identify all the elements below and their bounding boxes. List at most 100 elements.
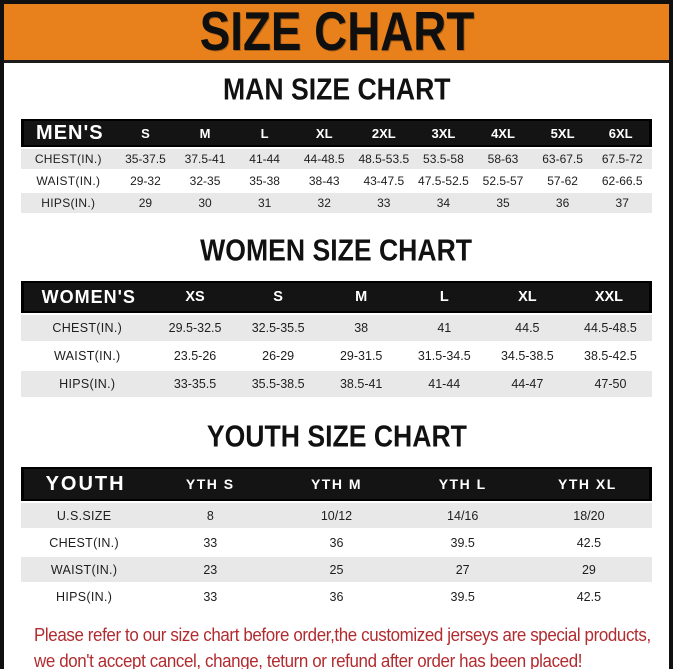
table-cell: 29.5-32.5 [153,315,237,341]
table-cell: 38.5-41 [319,371,403,397]
table-title-cell: WOMEN'S [21,281,154,313]
row-label: HIPS(IN.) [21,371,154,397]
row-label: CHEST(IN.) [21,530,148,555]
table-cell: 29 [525,557,652,582]
table-cell: 42.5 [525,530,652,555]
section-youth: YOUTH SIZE CHART YOUTH YTH S YTH M YTH L YTH… [21,419,652,611]
column-header: 3XL [413,119,474,147]
table-cell: 44-48.5 [294,149,355,169]
table-cell: 25 [273,557,400,582]
row-label: WAIST(IN.) [21,343,154,369]
table-cell: 35-38 [234,171,295,191]
women-section-heading: WOMEN SIZE CHART [200,233,473,268]
note-line-2: we don't accept cancel, change, teturn o… [34,650,583,669]
table-cell: 23 [147,557,274,582]
man-section-heading: MAN SIZE CHART [222,72,451,107]
table-cell: 44-47 [485,371,569,397]
column-header: YTH XL [525,467,652,501]
table-cell: 33-35.5 [153,371,237,397]
table-cell: 53.5-58 [413,149,474,169]
table-cell: 18/20 [525,503,652,528]
column-header: S [236,281,320,313]
table-cell: 58-63 [473,149,533,169]
column-header: M [319,281,403,313]
table-cell: 32 [294,193,355,213]
table-row: HIPS(IN.) 33 36 39.5 42.5 [21,584,652,609]
row-label: CHEST(IN.) [21,315,154,341]
table-cell: 48.5-53.5 [354,149,414,169]
row-label: U.S.SIZE [21,503,148,528]
row-label: HIPS(IN.) [21,193,116,213]
youth-section-heading: YOUTH SIZE CHART [206,419,467,454]
table-cell: 44.5 [485,315,569,341]
table-cell: 31 [234,193,295,213]
table-cell: 38.5-42.5 [568,343,652,369]
table-cell: 47-50 [568,371,652,397]
column-header: L [234,119,295,147]
table-header-row: WOMEN'S XS S M L XL XXL [21,281,652,313]
table-cell: 41 [402,315,486,341]
banner: SIZE CHART [4,4,669,63]
table-row: CHEST(IN.) 33 36 39.5 42.5 [21,530,652,555]
table-cell: 35.5-38.5 [236,371,320,397]
table-cell: 35 [473,193,533,213]
table-cell: 31.5-34.5 [402,343,486,369]
table-cell: 32.5-35.5 [236,315,320,341]
table-cell: 34 [413,193,474,213]
column-header: YTH M [273,467,400,501]
note-line-1: Please refer to our size chart before or… [34,625,651,645]
table-cell: 43-47.5 [354,171,414,191]
table-cell: 33 [147,530,274,555]
table-cell: 26-29 [236,343,320,369]
column-header: YTH L [399,467,526,501]
column-header: 5XL [532,119,593,147]
table-cell: 32-35 [175,171,235,191]
table-cell: 52.5-57 [473,171,533,191]
table-cell: 14/16 [399,503,526,528]
table-cell: 36 [273,584,400,609]
column-header: M [175,119,235,147]
column-header: 4XL [473,119,533,147]
table-cell: 37.5-41 [175,149,235,169]
column-header: L [402,281,486,313]
row-label: WAIST(IN.) [21,557,148,582]
column-header: 2XL [354,119,414,147]
table-cell: 33 [354,193,414,213]
table-header-row: YOUTH YTH S YTH M YTH L YTH XL [21,467,652,501]
size-chart-page: SIZE CHART MAN SIZE CHART MEN'S S M L XL 2XL 3… [4,4,669,669]
women-size-table: WOMEN'S XS S M L XL XXL CHEST(IN.) 29.5-32.5 32.5… [21,279,652,399]
table-cell: 34.5-38.5 [485,343,569,369]
table-row: CHEST(IN.) 35-37.5 37.5-41 41-44 44-48.5 48.5… [21,149,652,169]
row-label: CHEST(IN.) [21,149,116,169]
column-header: S [115,119,176,147]
table-cell: 44.5-48.5 [568,315,652,341]
table-cell: 57-62 [532,171,593,191]
table-cell: 29-32 [115,171,176,191]
column-header: 6XL [592,119,652,147]
table-cell: 23.5-26 [153,343,237,369]
table-row: WAIST(IN.) 23.5-26 26-29 29-31.5 31.5-34.5 34… [21,343,652,369]
content: MAN SIZE CHART MEN'S S M L XL 2XL 3XL 4XL 5XL 6XL… [4,72,669,669]
table-header-row: MEN'S S M L XL 2XL 3XL 4XL 5XL 6XL [21,119,652,147]
row-label: HIPS(IN.) [21,584,148,609]
table-cell: 30 [175,193,235,213]
table-cell: 42.5 [525,584,652,609]
table-cell: 41-44 [402,371,486,397]
table-cell: 62-66.5 [592,171,652,191]
table-title-cell: MEN'S [21,119,116,147]
section-man: MAN SIZE CHART MEN'S S M L XL 2XL 3XL 4XL 5XL 6XL… [21,72,652,215]
table-row: CHEST(IN.) 29.5-32.5 32.5-35.5 38 41 44.5 44.5… [21,315,652,341]
page-title: SIZE CHART [199,1,474,63]
row-label: WAIST(IN.) [21,171,116,191]
table-title-cell: YOUTH [21,467,148,501]
table-row: HIPS(IN.) 29 30 31 32 33 34 35 36 37 [21,193,652,213]
column-header: XS [153,281,237,313]
table-cell: 35-37.5 [115,149,176,169]
table-row: U.S.SIZE 8 10/12 14/16 18/20 [21,503,652,528]
table-cell: 41-44 [234,149,295,169]
table-cell: 38 [319,315,403,341]
table-cell: 27 [399,557,526,582]
youth-size-table: YOUTH YTH S YTH M YTH L YTH XL U.S.SIZE 8 10/12… [21,465,652,611]
column-header: YTH S [147,467,274,501]
table-cell: 38-43 [294,171,355,191]
